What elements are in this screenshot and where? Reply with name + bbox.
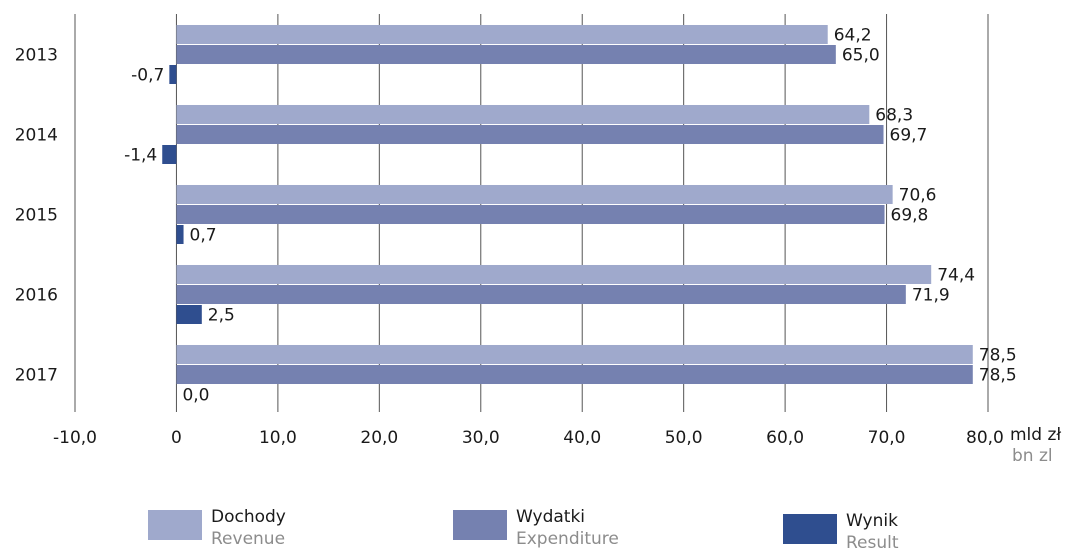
bar	[176, 345, 973, 364]
x-tick-label: 10,0	[259, 428, 297, 448]
data-label: 69,7	[890, 126, 928, 146]
x-axis-unit-label-en: bn zl	[1012, 446, 1053, 466]
category-label: 2014	[15, 126, 58, 146]
x-tick-label: -10,0	[53, 428, 97, 448]
bar	[176, 205, 885, 224]
x-tick-label: 60,0	[766, 428, 804, 448]
bar	[176, 25, 828, 44]
data-label: 74,4	[937, 266, 975, 286]
category-label: 2017	[15, 366, 58, 386]
data-label: 71,9	[912, 286, 950, 306]
legend-label-expenditure: Wydatki	[516, 507, 586, 527]
data-label: 65,0	[842, 46, 880, 66]
x-tick-label: 30,0	[462, 428, 500, 448]
bar	[176, 305, 202, 324]
x-tick-label: 50,0	[665, 428, 703, 448]
bar	[176, 45, 836, 64]
legend-swatch-result	[783, 514, 837, 544]
data-label: 2,5	[208, 306, 235, 326]
legend-item-result: Wynik Result	[783, 510, 899, 554]
bar	[169, 65, 177, 84]
data-label: 70,6	[899, 186, 937, 206]
data-label: 78,5	[979, 366, 1017, 386]
legend-label-revenue: Dochody	[211, 507, 286, 527]
x-tick-label: 40,0	[563, 428, 601, 448]
data-label: -0,7	[131, 66, 164, 86]
data-label: 0,0	[182, 386, 209, 406]
data-label: 0,7	[190, 226, 217, 246]
legend-swatch-expenditure	[453, 510, 507, 540]
x-tick-label: 70,0	[868, 428, 906, 448]
category-label: 2015	[15, 206, 58, 226]
bars	[162, 25, 973, 384]
legend-label-result-en: Result	[846, 533, 899, 553]
x-tick-label: 20,0	[360, 428, 398, 448]
x-axis-unit-label: mld zł	[1010, 425, 1062, 445]
legend-item-expenditure: Wydatki Expenditure	[453, 506, 619, 550]
bar	[176, 285, 906, 304]
data-label: 68,3	[875, 106, 913, 126]
data-label: 78,5	[979, 346, 1017, 366]
data-label: -1,4	[124, 146, 157, 166]
data-labels: 64,265,0-0,768,369,7-1,470,669,80,774,47…	[124, 26, 1017, 406]
data-label: 64,2	[834, 26, 872, 46]
category-label: 2016	[15, 286, 58, 306]
legend-label-expenditure-en: Expenditure	[516, 529, 619, 549]
bar	[176, 125, 884, 144]
category-label: 2013	[15, 46, 58, 66]
legend-item-revenue: Dochody Revenue	[148, 506, 286, 550]
x-tick-label: 80,0	[966, 428, 1004, 448]
bar	[176, 365, 973, 384]
x-tick-label: 0	[171, 428, 182, 448]
legend-label-revenue-en: Revenue	[211, 529, 286, 549]
legend-swatch-revenue	[148, 510, 202, 540]
data-label: 69,8	[891, 206, 929, 226]
bar	[162, 145, 177, 164]
legend-label-result: Wynik	[846, 511, 898, 531]
bar	[176, 265, 932, 284]
axis-ticks: -10,0 0 10,0 20,0 30,0 40,0 50,0 60,0 70,0 80,0 20…	[15, 46, 1004, 449]
bar	[176, 105, 870, 124]
bar	[176, 185, 893, 204]
bar	[176, 225, 184, 244]
